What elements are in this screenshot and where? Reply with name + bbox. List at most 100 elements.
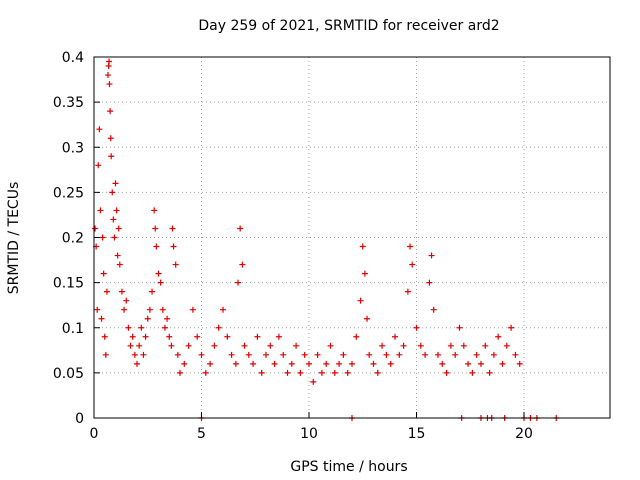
data-point	[456, 324, 463, 331]
data-point	[271, 360, 278, 367]
y-axis-ticks: 0 0.05 0.1 0.15 0.2 0.25 0.3 0.35 0.4	[53, 50, 100, 427]
data-point	[102, 351, 109, 358]
data-point	[254, 333, 261, 340]
data-point	[96, 126, 103, 133]
x-tick-label: 5	[197, 426, 206, 442]
data-point	[185, 342, 192, 349]
data-point	[499, 360, 506, 367]
data-point	[495, 333, 502, 340]
data-point	[159, 306, 166, 313]
data-point	[239, 261, 246, 268]
data-point	[202, 369, 209, 376]
data-point	[172, 261, 179, 268]
data-point	[131, 351, 138, 358]
data-point	[215, 324, 222, 331]
data-point	[144, 315, 151, 322]
x-axis-label: GPS time / hours	[290, 459, 407, 475]
data-point	[404, 288, 411, 295]
data-point	[417, 342, 424, 349]
data-point	[469, 369, 476, 376]
data-point	[297, 369, 304, 376]
data-point	[232, 360, 239, 367]
data-point	[235, 279, 242, 286]
data-point	[267, 342, 274, 349]
data-point	[245, 351, 252, 358]
data-point	[109, 189, 116, 196]
data-point	[383, 351, 390, 358]
data-point	[250, 360, 257, 367]
data-point	[106, 58, 113, 65]
y-tick-label: 0.05	[53, 366, 84, 382]
data-point	[146, 306, 153, 313]
data-point	[407, 243, 414, 250]
data-point	[112, 180, 119, 187]
data-point	[181, 360, 188, 367]
data-point	[111, 234, 118, 241]
x-axis-ticks: 0 5 10 15 20	[90, 412, 533, 442]
y-tick-label: 0.35	[53, 95, 84, 111]
data-point	[288, 360, 295, 367]
data-point	[370, 360, 377, 367]
data-point	[379, 342, 386, 349]
data-point	[110, 216, 117, 223]
data-point	[318, 369, 325, 376]
data-point	[207, 360, 214, 367]
data-point	[306, 360, 312, 367]
data-point	[396, 351, 403, 358]
data-point	[138, 324, 145, 331]
data-point	[152, 225, 159, 232]
data-point	[142, 333, 149, 340]
data-point	[409, 261, 416, 268]
data-point	[482, 342, 489, 349]
data-point	[364, 315, 371, 322]
x-tick-label: 15	[408, 426, 426, 442]
data-point	[443, 369, 450, 376]
data-point	[327, 342, 334, 349]
data-point	[101, 333, 108, 340]
data-point	[331, 369, 338, 376]
data-point	[435, 351, 441, 358]
data-point	[170, 243, 177, 250]
data-point	[263, 351, 269, 358]
data-point	[121, 306, 128, 313]
data-point	[211, 342, 218, 349]
data-point	[134, 360, 140, 367]
data-point	[241, 342, 248, 349]
data-point	[353, 333, 360, 340]
data-point	[113, 207, 120, 214]
data-point	[422, 351, 429, 358]
data-point	[107, 135, 114, 142]
data-point	[473, 351, 480, 358]
data-point	[189, 306, 196, 313]
data-point	[125, 324, 132, 331]
data-point	[430, 306, 437, 313]
data-point	[323, 360, 330, 367]
data-point	[258, 369, 265, 376]
data-point	[98, 315, 105, 322]
data-point	[140, 351, 147, 358]
y-tick-label: 0.2	[62, 231, 84, 247]
data-point	[136, 342, 143, 349]
data-point	[439, 360, 446, 367]
data-point	[366, 351, 373, 358]
data-point	[169, 225, 176, 232]
data-point	[465, 360, 472, 367]
data-point	[116, 261, 123, 268]
data-point	[359, 243, 366, 250]
data-point	[400, 342, 407, 349]
data-point	[115, 225, 122, 232]
data-point	[224, 333, 231, 340]
data-point	[344, 369, 351, 376]
data-point	[166, 333, 173, 340]
data-point	[99, 234, 106, 241]
data-point	[127, 342, 134, 349]
chart-title: Day 259 of 2021, SRMTID for receiver ard…	[198, 18, 499, 34]
data-point	[118, 288, 125, 295]
data-point	[92, 225, 99, 232]
data-point	[198, 351, 205, 358]
data-point	[155, 270, 162, 277]
data-point	[107, 108, 114, 115]
data-point	[340, 351, 347, 358]
grid-lines	[94, 57, 610, 418]
data-point	[357, 297, 364, 304]
